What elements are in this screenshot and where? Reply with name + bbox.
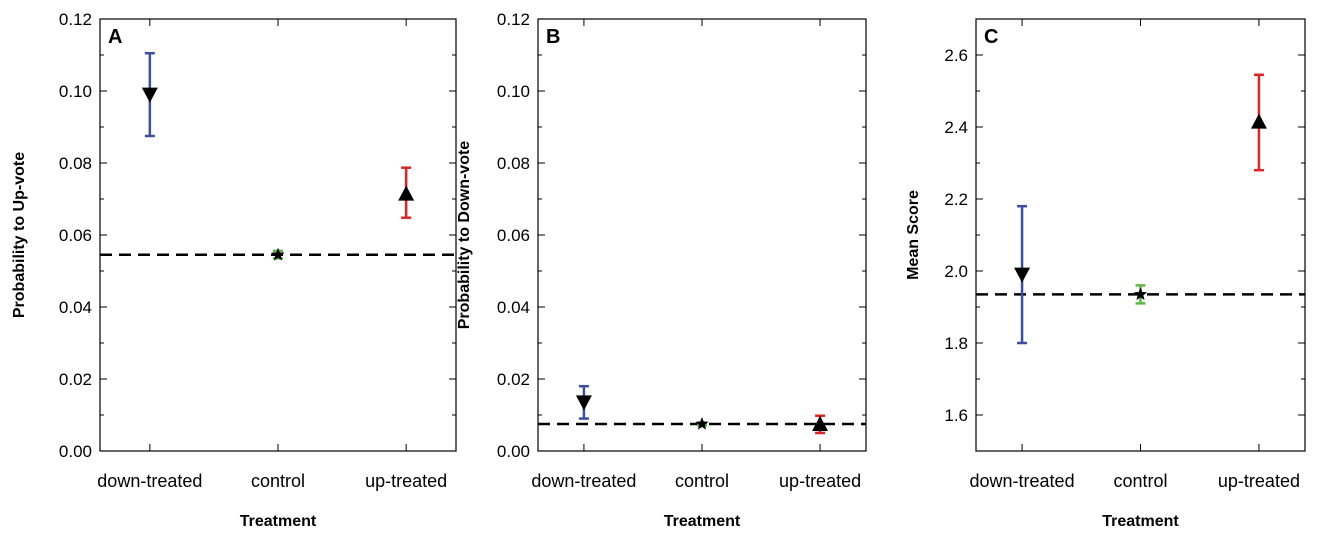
star-marker — [1133, 287, 1148, 301]
data-point-up-treated — [812, 414, 829, 435]
y-tick-label: 0.10 — [59, 82, 92, 101]
triangle-up-marker — [1250, 113, 1267, 129]
x-tick-label-down-treated: down-treated — [531, 471, 636, 491]
panel-a: 0.00 0.02 0.04 0.06 0.08 0.10 0.12 down-treated… — [11, 10, 457, 530]
panel-letter: C — [984, 26, 998, 48]
data-point-control — [695, 417, 709, 430]
y-tick-label: 2.0 — [944, 262, 968, 281]
y-axis-title: Probability to Up-vote — [11, 152, 28, 318]
star-marker — [695, 417, 709, 430]
x-axis-title: Treatment — [240, 513, 317, 530]
y-tick-label: 0.08 — [497, 154, 530, 173]
triangle-up-marker — [812, 416, 829, 431]
y-tick-label: 2.4 — [944, 118, 968, 137]
x-tick-label-up-treated: up-treated — [779, 471, 861, 491]
panel-letter: A — [108, 26, 122, 48]
x-tick-label-up-treated: up-treated — [365, 471, 447, 491]
y-tick-label: 0.08 — [59, 154, 92, 173]
x-tick-label-up-treated: up-treated — [1218, 471, 1300, 491]
panel-b: 0.00 0.02 0.04 0.06 0.08 0.10 0.12 down-treated… — [456, 10, 867, 530]
data-point-down-treated — [575, 384, 592, 420]
y-tick-label: 0.02 — [59, 370, 92, 389]
y-tick-label: 1.6 — [944, 406, 968, 425]
data-point-down-treated — [1014, 204, 1031, 345]
panel-letter: B — [546, 26, 560, 48]
y-tick-label: 0.12 — [497, 10, 530, 29]
data-point-control — [1133, 284, 1148, 305]
y-tick-label: 2.2 — [944, 190, 968, 209]
data-point-control — [271, 247, 285, 261]
x-tick-label-down-treated: down-treated — [97, 471, 202, 491]
x-tick-label-down-treated: down-treated — [970, 471, 1075, 491]
y-tick-label: 1.8 — [944, 334, 968, 353]
plot-frame — [99, 18, 457, 452]
y-tick-label: 0.06 — [497, 226, 530, 245]
y-tick-label: 0.02 — [497, 370, 530, 389]
panel-c: 1.6 1.8 2.0 2.2 2.4 2.6 down-treated control up-… — [905, 18, 1306, 530]
x-axis-title: Treatment — [664, 513, 741, 530]
y-tick-label: 0.06 — [59, 226, 92, 245]
triangle-up-marker — [398, 185, 415, 201]
y-axis-title: Probability to Down-vote — [456, 141, 473, 330]
y-tick-label: 2.6 — [944, 46, 968, 65]
y-tick-label: 0.04 — [59, 298, 92, 317]
y-tick-label: 0.00 — [497, 442, 530, 461]
y-tick-label: 0.10 — [497, 82, 530, 101]
star-marker — [271, 247, 285, 261]
y-tick-label: 0.00 — [59, 442, 92, 461]
triangle-down-marker — [141, 87, 158, 103]
y-tick-label: 0.12 — [59, 10, 92, 29]
triangle-down-marker — [575, 395, 592, 411]
triangle-down-marker — [1014, 267, 1031, 283]
y-axis-title: Mean Score — [905, 190, 922, 280]
x-tick-label-control: control — [1113, 471, 1167, 491]
data-point-down-treated — [141, 51, 158, 138]
plot-frame — [975, 18, 1306, 452]
y-tick-label: 0.04 — [497, 298, 530, 317]
x-tick-label-control: control — [675, 471, 729, 491]
data-point-up-treated — [1250, 73, 1267, 172]
data-point-up-treated — [398, 166, 415, 219]
x-axis-title: Treatment — [1102, 513, 1179, 530]
x-tick-label-control: control — [251, 471, 305, 491]
